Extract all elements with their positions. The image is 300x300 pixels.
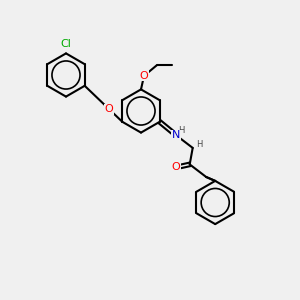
Text: O: O [105,104,113,114]
Text: H: H [178,126,185,135]
Text: O: O [140,71,148,81]
Text: O: O [172,162,181,172]
Text: Cl: Cl [61,39,71,49]
Text: N: N [172,130,180,140]
Text: H: H [196,140,203,149]
